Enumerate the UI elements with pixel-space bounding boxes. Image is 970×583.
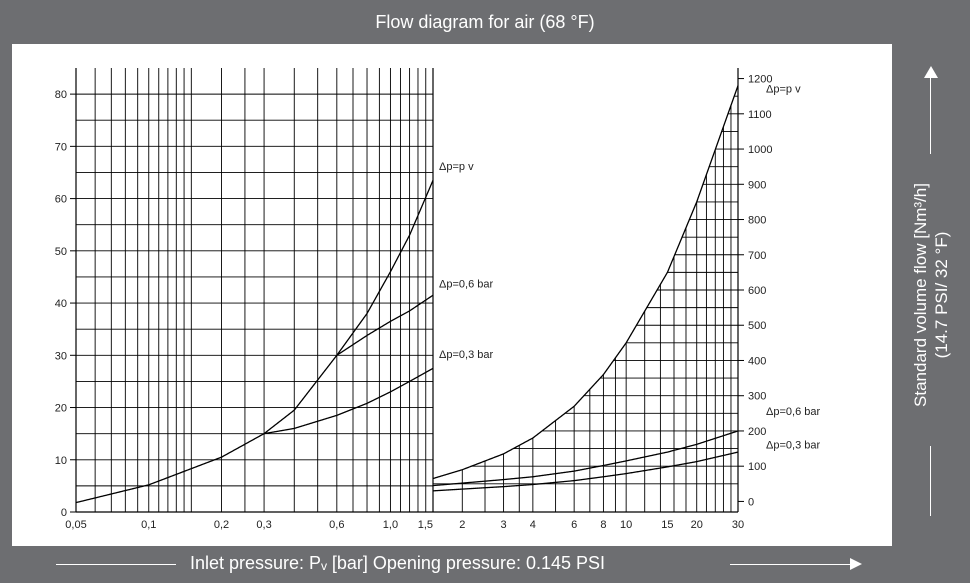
x-tick-label: 3 bbox=[501, 519, 507, 531]
right-series-0 bbox=[432, 85, 739, 480]
y-tick-label: 50 bbox=[55, 246, 67, 258]
y-tick-label: 400 bbox=[748, 355, 766, 367]
y-tick-label: 60 bbox=[55, 194, 67, 206]
y-tick-label: 1200 bbox=[748, 74, 772, 86]
y-tick-label: 30 bbox=[55, 350, 67, 362]
x-tick-label: 2 bbox=[459, 519, 465, 531]
x-tick-label: 0,3 bbox=[256, 519, 271, 531]
series-label: Δp=p v bbox=[439, 161, 474, 173]
y-tick-label: 800 bbox=[748, 215, 766, 227]
y-axis-label-line1: Standard volume flow [Nm³/h] bbox=[911, 183, 930, 407]
left-series-0 bbox=[75, 180, 434, 504]
series-labels: Δp=p v Δp=0,6 bar Δp=0,3 bar Δp=p v Δp=0,6 b… bbox=[439, 84, 820, 452]
left-y-tick-labels: 0 10 20 30 40 50 60 70 80 bbox=[55, 89, 76, 519]
chart-title: Flow diagram for air (68 °F) bbox=[375, 11, 595, 32]
series-label: Δp=0,6 bar bbox=[439, 278, 493, 290]
x-tick-label: 4 bbox=[530, 519, 536, 531]
x-tick-label: 15 bbox=[661, 519, 673, 531]
right-axis-panel: Standard volume flow [Nm³/h] (14.7 PSI/ … bbox=[892, 44, 970, 546]
series-label: Δp=p v bbox=[766, 84, 801, 96]
y-tick-label: 300 bbox=[748, 391, 766, 403]
y-tick-label: 70 bbox=[55, 141, 67, 153]
y-tick-label: 200 bbox=[748, 426, 766, 438]
grid-lines bbox=[76, 68, 738, 512]
y-tick-label: 100 bbox=[748, 461, 766, 473]
y-tick-label: 600 bbox=[748, 285, 766, 297]
plot-area: 0 10 20 30 40 50 60 70 80 0 100 200 300 400 500 600 700 8… bbox=[12, 44, 892, 546]
right-arrow-icon bbox=[850, 558, 862, 570]
series-label: Δp=0,3 bar bbox=[439, 349, 493, 361]
y-axis-label: Standard volume flow [Nm³/h] (14.7 PSI/ … bbox=[910, 183, 952, 407]
y-lower-line bbox=[930, 446, 931, 516]
left-series-2 bbox=[263, 367, 434, 435]
left-series-1 bbox=[336, 294, 434, 356]
right-series-1 bbox=[432, 430, 739, 487]
x-tick-label: 20 bbox=[691, 519, 703, 531]
y-arrow-line bbox=[930, 74, 931, 154]
y-tick-label: 10 bbox=[55, 455, 67, 467]
y-tick-label: 700 bbox=[748, 250, 766, 262]
x-arrow-line-left bbox=[56, 564, 176, 565]
up-arrow-icon bbox=[924, 66, 938, 78]
y-tick-label: 80 bbox=[55, 89, 67, 101]
y-tick-label: 0 bbox=[748, 496, 754, 508]
y-tick-label: 0 bbox=[61, 507, 67, 519]
y-tick-label: 40 bbox=[55, 298, 67, 310]
x-axis-label: Inlet pressure: Pᵥ [bar] Opening pressur… bbox=[190, 553, 606, 573]
series-label: Δp=0,6 bar bbox=[766, 406, 820, 418]
right-y-tick-labels: 0 100 200 300 400 500 600 700 800 900 1000 1100 1200 bbox=[738, 74, 772, 508]
right-series-2 bbox=[432, 451, 739, 492]
x-tick-label: 0,05 bbox=[65, 519, 86, 531]
y-tick-label: 1100 bbox=[748, 109, 772, 121]
x-arrow-line-right bbox=[730, 564, 852, 565]
x-tick-labels: 0,05 0,1 0,2 0,3 0,6 1,0 1,5 2 3 4 6 8 10 15 20 30 bbox=[65, 519, 744, 531]
x-tick-label: 10 bbox=[620, 519, 632, 531]
x-tick-label: 8 bbox=[600, 519, 606, 531]
x-tick-label: 1,5 bbox=[418, 519, 433, 531]
x-tick-label: 0,6 bbox=[329, 519, 344, 531]
x-tick-label: 6 bbox=[571, 519, 577, 531]
y-axis-label-line2: (14.7 PSI/ 32 °F) bbox=[932, 231, 951, 359]
x-axis-label-bar: Inlet pressure: Pᵥ [bar] Opening pressur… bbox=[0, 546, 970, 583]
series-label: Δp=0,3 bar bbox=[766, 440, 820, 452]
chart-svg: 0102030405060708001002003004005006007008… bbox=[55, 68, 820, 531]
x-tick-label: 0,2 bbox=[214, 519, 229, 531]
x-tick-label: 0,1 bbox=[141, 519, 156, 531]
y-tick-label: 1000 bbox=[748, 144, 772, 156]
y-tick-label: 20 bbox=[55, 403, 67, 415]
y-tick-label: 500 bbox=[748, 320, 766, 332]
x-tick-label: 1,0 bbox=[383, 519, 398, 531]
y-tick-label: 900 bbox=[748, 179, 766, 191]
x-tick-label: 30 bbox=[732, 519, 744, 531]
